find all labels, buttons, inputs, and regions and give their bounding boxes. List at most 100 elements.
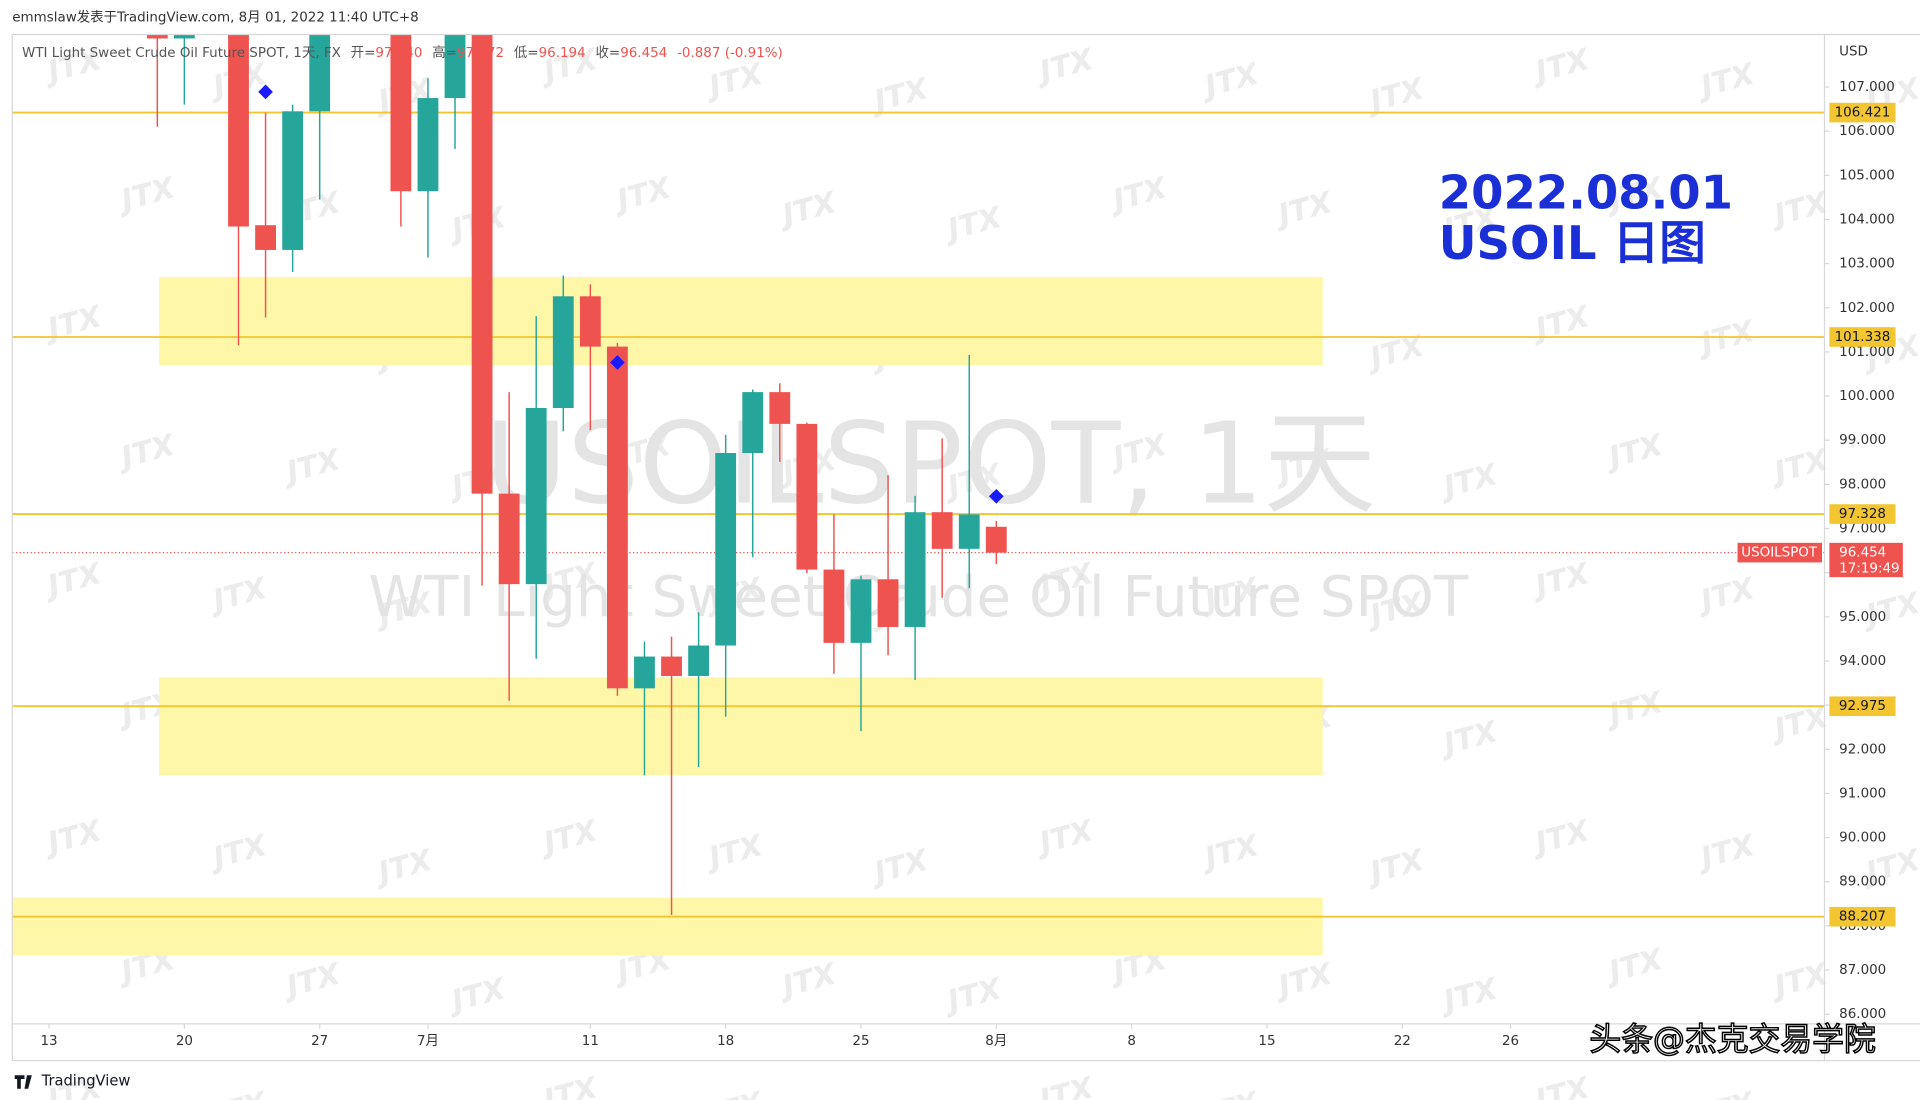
candle-body	[904, 512, 926, 627]
y-tick-label: 95.000	[1839, 610, 1886, 625]
y-tick-label: 103.000	[1839, 257, 1895, 272]
legend-field-label: 开=	[351, 46, 376, 61]
candle-body	[444, 34, 466, 99]
candle-body	[796, 423, 818, 570]
candle-body	[634, 656, 655, 689]
x-tick-label: 27	[311, 1034, 328, 1049]
candle-body	[688, 645, 710, 676]
y-tick-label: 94.000	[1839, 654, 1886, 669]
candle-body	[552, 296, 574, 408]
legend-field-value: 96.454	[620, 46, 667, 61]
level-label-bg	[1829, 696, 1896, 717]
candle-body	[173, 34, 195, 39]
x-tick-label: 20	[176, 1034, 193, 1049]
y-tick-label: 91.000	[1839, 786, 1886, 801]
candle-body	[228, 34, 249, 227]
candle-body	[390, 34, 412, 192]
y-tick-label: 100.000	[1839, 389, 1895, 404]
symbol-tag: USOILSPOT	[1741, 546, 1818, 561]
candle-body	[255, 225, 276, 250]
y-tick-label: 102.000	[1839, 301, 1895, 316]
annotation: 2022.08.01	[1439, 166, 1733, 220]
candle-body	[309, 34, 331, 112]
candle-body	[146, 34, 168, 39]
zone	[159, 276, 1323, 366]
candle-body	[661, 656, 682, 676]
x-tick-label: 25	[852, 1034, 869, 1049]
signal-marker	[610, 355, 625, 370]
x-tick-label: 13	[40, 1034, 57, 1049]
x-tick-label: 26	[1502, 1034, 1519, 1049]
footer-logo: TradingView	[41, 1072, 131, 1089]
x-tick-label: 11	[582, 1034, 599, 1049]
y-tick-label: 89.000	[1839, 875, 1886, 890]
legend-field-label: 收=	[595, 45, 620, 61]
legend: WTI Light Sweet Crude Oil Future SPOT, 1…	[22, 44, 783, 61]
level-label: 101.338	[1835, 330, 1891, 345]
candle-body	[579, 296, 601, 347]
price-label-bg	[1829, 542, 1903, 578]
candle-body	[417, 98, 439, 192]
level-label: 97.328	[1839, 507, 1886, 522]
price-label: 96.454	[1839, 546, 1886, 561]
tv-logo-icon	[14, 1075, 32, 1089]
candle-body	[850, 579, 872, 643]
level-label-bg	[1829, 102, 1896, 123]
candle-body	[525, 407, 547, 585]
level-label-bg	[1829, 327, 1896, 347]
top-caption: emmslaw发表于TradingView.com, 8月 01, 2022 1…	[12, 9, 418, 25]
legend-field-label: 高=	[432, 44, 457, 61]
candle-body	[715, 453, 737, 646]
y-tick-label: 97.000	[1839, 522, 1886, 537]
candle-body	[607, 346, 628, 689]
y-tick-label: 104.000	[1839, 212, 1895, 227]
legend-field-value: 96.194	[539, 46, 586, 61]
level-label-bg	[1829, 906, 1896, 927]
x-tick-label: 22	[1394, 1034, 1411, 1049]
x-tick-label: 8	[1127, 1034, 1136, 1049]
y-tick-label: 106.000	[1839, 124, 1895, 139]
overlay-caption: 头条@杰克交易学院	[1589, 1020, 1875, 1058]
symbol-tag-bg	[1737, 542, 1823, 563]
level-label-bg	[1829, 504, 1896, 524]
zone	[12, 897, 1323, 956]
candle-body	[742, 392, 764, 454]
candle-body	[498, 493, 520, 585]
candle-body	[985, 526, 1007, 553]
y-tick-label: 87.000	[1839, 963, 1886, 978]
plot	[12, 34, 1825, 918]
y-tick-label: 105.000	[1839, 168, 1895, 183]
candle-body	[931, 512, 953, 549]
y-tick-label: 98.000	[1839, 477, 1886, 492]
candle-body	[471, 34, 493, 494]
legend-field-value: 97.172	[457, 46, 504, 61]
x-tick-label: 18	[717, 1034, 734, 1049]
countdown: 17:19:49	[1839, 562, 1899, 577]
y-tick-label: 99.000	[1839, 433, 1886, 448]
watermark-symbol: USOILSPOT, 1天	[485, 397, 1376, 529]
y-tick-label: 86.000	[1839, 1007, 1886, 1022]
candle-body	[877, 579, 899, 627]
y-tick-label: 107.000	[1839, 80, 1895, 95]
y-tick-label: 101.000	[1839, 345, 1895, 360]
candle-body	[769, 392, 791, 424]
y-tick-label: 92.000	[1839, 742, 1886, 757]
legend-field-label: 低=	[514, 45, 539, 61]
currency: USD	[1839, 45, 1868, 60]
zone	[159, 677, 1323, 776]
legend-field-value: 97.040	[375, 46, 422, 61]
legend-name: WTI Light Sweet Crude Oil Future SPOT, 1…	[22, 46, 341, 61]
x-tick-label: 8月	[985, 1034, 1007, 1049]
candle-body	[823, 569, 845, 643]
zones	[12, 276, 1323, 956]
signal-marker	[988, 488, 1004, 504]
candle-body	[958, 514, 980, 549]
level-label: 106.421	[1835, 106, 1891, 121]
x-tick-label: 7月	[417, 1034, 439, 1049]
level-label: 92.975	[1839, 699, 1886, 714]
x-tick-label: 15	[1258, 1034, 1275, 1049]
y-tick-label: 90.000	[1839, 831, 1886, 846]
level-label: 88.207	[1839, 910, 1886, 925]
